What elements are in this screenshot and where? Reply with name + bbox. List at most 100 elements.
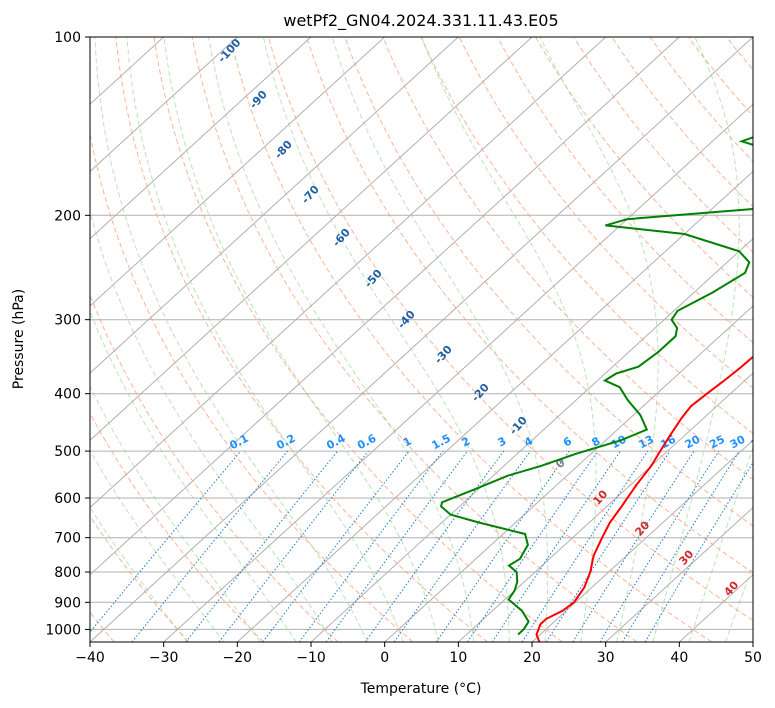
x-tick-label: 10 [449, 650, 467, 666]
x-tick-label: −30 [149, 650, 179, 666]
moist-adiabat-label: 20 [632, 518, 652, 538]
isotherm-line [605, 506, 753, 642]
mixing-ratio-label: 20 [683, 433, 703, 452]
y-tick-label: 200 [54, 208, 81, 224]
mixing-ratio-label: 0.1 [227, 432, 250, 453]
dry-adiabat [153, 37, 563, 642]
mixing-ratio-line [491, 450, 621, 642]
y-tick-label: 300 [54, 313, 81, 329]
isotherm-line [90, 37, 680, 576]
adiabat-label-layer: 0.1 0.2 0.4 0.6 1 1.5 2 3 4 6 8 10 13 16 20 25 30 36-100-… [215, 36, 769, 599]
dry-adiabat [611, 37, 753, 208]
x-tick-label: −20 [223, 650, 253, 666]
y-tick-label: 900 [54, 595, 81, 611]
mixing-ratio-line [131, 450, 288, 642]
moist-adiabat [688, 445, 753, 642]
x-tick-label: 50 [744, 650, 762, 666]
mixing-ratio-line [467, 450, 599, 642]
mixing-ratio-label: 2 [459, 434, 472, 449]
x-axis-label: Temperature (°C) [360, 681, 482, 697]
chart-title: wetPf2_GN04.2024.331.11.43.E05 [283, 11, 558, 31]
isotherm-line [90, 37, 459, 374]
moist-adiabat [331, 37, 549, 642]
moist-adiabat [126, 37, 404, 642]
y-axis: 100 200 300 400 500 600 700 800 900 1000 [45, 30, 90, 638]
moist-adiabat-label: 30 [676, 547, 696, 567]
dry-adiabat-label: -40 [395, 308, 418, 332]
isotherm-line [384, 305, 753, 642]
mixing-ratio-label: 6 [561, 434, 574, 449]
dry-adiabat [90, 515, 190, 642]
dry-adiabat-label: -10 [507, 414, 530, 438]
x-tick-label: −10 [296, 650, 326, 666]
moist-adiabat [163, 37, 439, 642]
dry-adiabat [747, 15, 775, 642]
moist-adiabat-label: 40 [721, 578, 741, 598]
isotherm-line [236, 170, 753, 642]
dry-adiabat-label: -90 [247, 88, 270, 112]
moist-adiabat [90, 209, 333, 642]
mixing-ratio-line [90, 450, 242, 633]
dry-adiabat [649, 37, 753, 163]
isotherm-line [90, 37, 312, 240]
y-axis-label: Pressure (hPa) [11, 289, 27, 389]
y-tick-label: 600 [54, 491, 81, 507]
dry-adiabat [496, 37, 753, 344]
dry-adiabat [90, 293, 339, 642]
moist-adiabat [762, 37, 775, 642]
x-tick-label: 0 [380, 650, 389, 666]
mixing-ratio-line [545, 450, 671, 642]
dry-adiabat-label: -50 [362, 267, 385, 291]
mixing-ratio-label: 1.5 [429, 432, 452, 453]
isotherm-line [531, 439, 753, 642]
mixing-ratio-line [393, 450, 531, 642]
dry-adiabat [420, 37, 753, 435]
y-tick-label: 700 [54, 531, 81, 547]
dry-adiabat [458, 37, 753, 389]
dry-adiabat [267, 37, 753, 622]
mixing-ratio-label: 36 [749, 433, 769, 452]
moist-adiabat [90, 310, 297, 642]
x-axis: −40 −30 −20 −10 0 10 20 30 40 50 [75, 642, 762, 666]
isotherm-line [457, 372, 753, 642]
dewpoint-profile-line [439, 136, 753, 636]
moist-adiabat [262, 37, 510, 642]
moist-adiabat [208, 37, 475, 642]
dry-adiabat [306, 37, 753, 574]
isotherm-line [90, 37, 607, 509]
y-tick-label: 500 [54, 444, 81, 460]
plot-frame [89, 36, 754, 643]
mixing-ratio-line [298, 450, 444, 642]
y-tick-label: 800 [54, 565, 81, 581]
mixing-ratio-label: 0.2 [274, 432, 297, 453]
isotherm-line [90, 37, 386, 307]
y-tick-label: 100 [54, 30, 81, 46]
mixing-ratio-line [262, 450, 410, 642]
mixing-ratio-label: 25 [707, 433, 727, 452]
mixing-ratio-line [572, 450, 695, 642]
isotherm-line [90, 37, 533, 442]
moist-adiabat [90, 385, 261, 642]
x-tick-label: 20 [523, 650, 541, 666]
moist-adiabat [420, 37, 597, 642]
isotherm-line [90, 37, 753, 642]
mixing-ratio-line [364, 450, 505, 642]
mixing-ratio-label: 30 [728, 433, 748, 452]
dry-adiabat [90, 412, 264, 642]
moist-adiabat [90, 449, 225, 642]
temperature-profile-line [535, 355, 753, 642]
isotherm-line [163, 103, 753, 642]
isotherm-line [90, 37, 238, 173]
dry-adiabat-label: -80 [272, 138, 295, 162]
dry-adiabat [687, 37, 753, 117]
x-tick-label: 30 [597, 650, 615, 666]
dry-adiabat [382, 37, 753, 481]
mixing-ratio-label: 3 [496, 434, 509, 449]
mixing-ratio-line [218, 450, 369, 642]
mixing-ratio-line [621, 450, 740, 642]
grid-layer [90, 15, 775, 642]
x-tick-label: 40 [670, 650, 688, 666]
dry-adiabat-label: -100 [215, 36, 243, 65]
mixing-ratio-line [435, 450, 570, 642]
